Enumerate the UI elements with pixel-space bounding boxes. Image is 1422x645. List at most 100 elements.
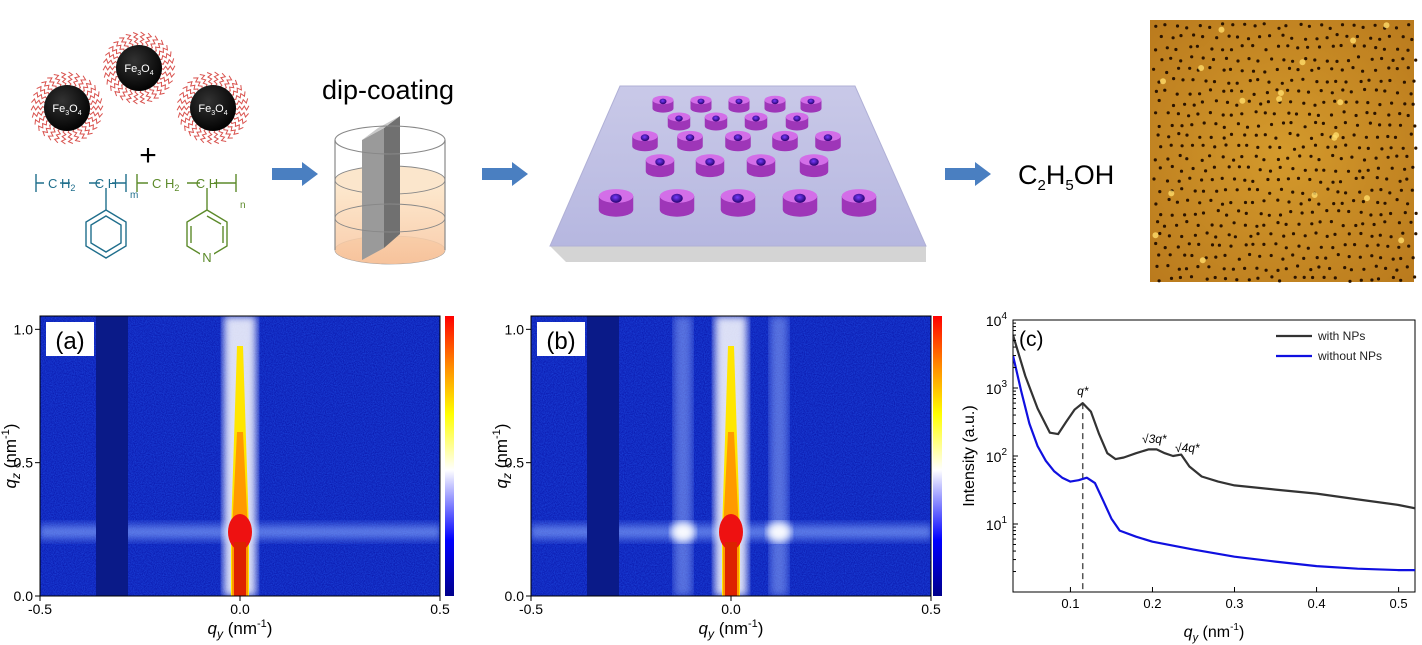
afm-pore	[1407, 244, 1411, 248]
afm-pore	[1341, 224, 1345, 228]
afm-pore	[1399, 188, 1403, 192]
afm-pore	[1157, 253, 1161, 257]
afm-pore	[1347, 255, 1351, 259]
afm-pore	[1405, 154, 1409, 158]
afm-pore	[1406, 202, 1410, 206]
afm-pore	[1319, 245, 1323, 249]
afm-pore	[1372, 222, 1376, 227]
afm-pore	[1301, 77, 1305, 81]
afm-pore	[1154, 241, 1158, 246]
afm-pore	[1270, 275, 1274, 279]
afm-pore	[1262, 158, 1266, 162]
afm-pore	[1303, 234, 1307, 238]
afm-pore	[1258, 168, 1262, 172]
afm-pore	[1335, 59, 1339, 64]
afm-pore	[1268, 191, 1272, 195]
cylinder-icon	[598, 189, 634, 217]
afm-pore	[1388, 191, 1392, 195]
afm-pore	[1240, 69, 1244, 73]
afm-pore	[1178, 275, 1182, 280]
afm-pore	[1331, 246, 1335, 250]
afm-pore	[1282, 234, 1286, 238]
cylinder-icon	[690, 95, 712, 113]
afm-pore	[1373, 111, 1377, 115]
cylinder-icon	[667, 112, 691, 131]
y-axis-label: qz (nm-1)	[0, 424, 23, 489]
afm-pore	[1317, 158, 1321, 162]
afm-pore	[1281, 121, 1286, 125]
afm-pore	[1297, 222, 1301, 226]
x-tick-label: -0.5	[519, 601, 543, 617]
afm-pore	[1236, 122, 1240, 126]
afm-pore	[1409, 220, 1413, 224]
afm-pore	[1319, 89, 1323, 93]
afm-pore	[1370, 188, 1374, 192]
afm-pore	[1391, 275, 1395, 280]
afm-pore	[1276, 268, 1280, 272]
afm-pore	[1243, 22, 1247, 26]
afm-pore	[1395, 67, 1399, 71]
afm-pore	[1232, 221, 1236, 225]
sqrt4-annotation: √4q*	[1175, 441, 1200, 455]
afm-pore	[1246, 37, 1251, 41]
afm-pore	[1395, 198, 1399, 202]
afm-pore	[1222, 136, 1226, 140]
afm-pore	[1236, 59, 1240, 63]
afm-pore	[1334, 169, 1338, 173]
afm-pore	[1240, 89, 1244, 93]
afm-pore	[1191, 78, 1195, 82]
series-line	[1013, 334, 1415, 510]
afm-pore	[1177, 267, 1181, 271]
afm-pore	[1190, 123, 1194, 127]
colorbar	[445, 316, 454, 596]
afm-pore	[1204, 169, 1208, 173]
afm-pore	[1201, 189, 1206, 193]
afm-pore	[1405, 177, 1409, 181]
cylinder-icon	[746, 154, 776, 178]
x-tick-label: 0.0	[721, 601, 741, 617]
afm-pore	[1181, 78, 1185, 82]
afm-pore	[1410, 37, 1414, 42]
afm-pore	[1189, 275, 1194, 279]
afm-pore	[1352, 133, 1356, 137]
bragg-peak	[767, 522, 791, 542]
afm-pore	[1158, 166, 1162, 170]
afm-pore	[1388, 78, 1392, 83]
afm-pore	[1378, 103, 1382, 107]
afm-pore	[1154, 202, 1158, 206]
afm-pore	[1170, 164, 1174, 169]
afm-pore	[1314, 120, 1318, 125]
q-star-annotation: q*	[1077, 384, 1089, 398]
afm-pore	[1386, 134, 1390, 139]
afm-pore	[1235, 81, 1239, 85]
y-tick-label: 0.5	[14, 455, 34, 471]
afm-pore	[1354, 176, 1358, 180]
afm-pore	[1240, 155, 1244, 159]
afm-pore	[1340, 201, 1344, 205]
afm-pore	[1279, 187, 1284, 191]
afm-pore	[1330, 67, 1334, 71]
afm-pore	[1256, 276, 1260, 280]
afm-pore	[1211, 57, 1216, 62]
afm-pore	[1370, 57, 1374, 61]
afm-pore	[1380, 147, 1384, 151]
afm-pore	[1403, 102, 1407, 106]
afm-pore	[1292, 147, 1297, 151]
afm-pore	[1249, 234, 1253, 238]
afm-pore	[1287, 111, 1291, 115]
afm-pore	[1156, 133, 1160, 137]
afm-pore	[1346, 59, 1351, 63]
afm-pore	[1375, 135, 1380, 139]
cylinder-icon	[800, 95, 822, 113]
afm-pore	[1376, 166, 1380, 170]
afm-pore	[1266, 100, 1270, 104]
substrate-slide-icon	[362, 116, 400, 260]
np-core-icon	[44, 85, 90, 131]
afm-pore	[1406, 48, 1410, 52]
afm-pore	[1170, 123, 1174, 128]
afm-bright-spot	[1276, 96, 1283, 102]
afm-pore	[1345, 34, 1349, 38]
afm-pore	[1314, 231, 1318, 235]
afm-pore	[1262, 22, 1266, 26]
afm-pore	[1297, 89, 1301, 93]
